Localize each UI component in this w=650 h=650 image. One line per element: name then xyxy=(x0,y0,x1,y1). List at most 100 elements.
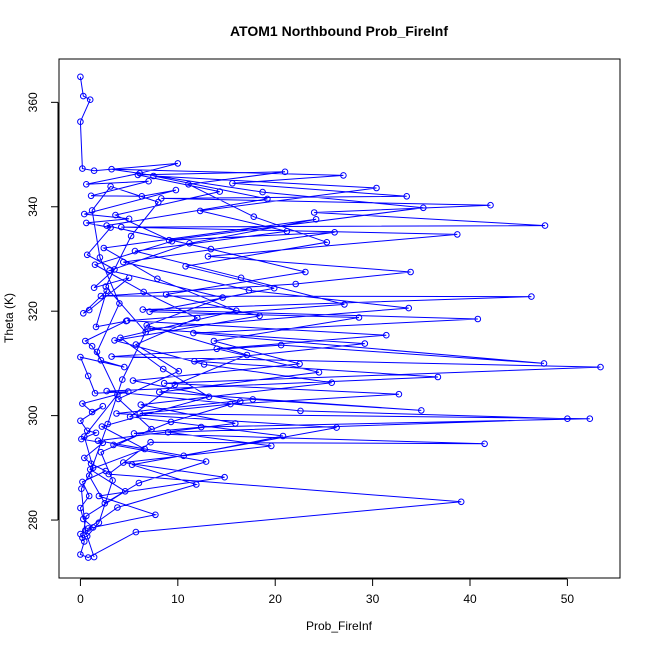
x-tick-label: 40 xyxy=(463,592,477,606)
data-point xyxy=(116,300,123,307)
data-point xyxy=(297,407,304,415)
data-point xyxy=(120,459,127,466)
data-point xyxy=(407,268,414,276)
data-point xyxy=(333,424,340,431)
data-point xyxy=(139,306,147,313)
data-point xyxy=(81,433,88,440)
data-point xyxy=(541,222,549,229)
data-point xyxy=(186,240,193,247)
data-point xyxy=(323,239,331,246)
y-tick-label: 360 xyxy=(26,92,40,112)
data-point xyxy=(107,224,114,231)
data-point xyxy=(81,454,88,462)
data-point xyxy=(126,413,134,421)
data-point xyxy=(89,464,97,472)
data-point xyxy=(434,373,442,381)
data-point xyxy=(154,275,161,283)
data-point xyxy=(474,315,482,323)
data-point xyxy=(91,261,99,269)
data-point xyxy=(106,267,113,274)
data-point xyxy=(155,198,162,206)
data-point xyxy=(270,284,278,292)
x-tick-label: 0 xyxy=(77,592,84,606)
data-point xyxy=(193,481,200,488)
data-point xyxy=(268,442,275,450)
data-point xyxy=(105,470,112,478)
data-point xyxy=(124,388,132,395)
data-point xyxy=(264,195,271,203)
data-point xyxy=(145,177,152,185)
data-point xyxy=(77,530,84,538)
data-point xyxy=(361,340,369,347)
data-point xyxy=(94,437,102,445)
data-point xyxy=(114,391,121,399)
data-point xyxy=(92,429,100,437)
data-point xyxy=(340,172,347,179)
data-point xyxy=(80,310,87,317)
data-point xyxy=(164,429,172,436)
data-point xyxy=(204,253,212,260)
data-point xyxy=(190,329,197,337)
data-point xyxy=(227,400,234,408)
data-point xyxy=(128,461,136,469)
data-point xyxy=(383,331,390,339)
data-point xyxy=(93,348,101,356)
data-point xyxy=(277,341,285,349)
data-point xyxy=(142,328,149,336)
data-point xyxy=(95,492,103,500)
data-point xyxy=(279,432,287,440)
data-point xyxy=(141,445,148,453)
data-point xyxy=(341,301,348,308)
data-point xyxy=(191,358,198,365)
data-point xyxy=(216,188,223,195)
data-point xyxy=(90,553,98,561)
data-point xyxy=(160,379,168,387)
x-axis: 0 10 20 30 40 50 xyxy=(77,578,575,606)
data-point xyxy=(78,485,85,493)
data-point xyxy=(147,438,154,446)
data-point xyxy=(162,291,170,298)
data-point xyxy=(283,228,291,235)
data-point xyxy=(245,287,253,294)
data-point xyxy=(481,440,488,448)
data-point xyxy=(171,381,179,389)
data-point xyxy=(123,317,131,324)
data-point xyxy=(88,207,96,214)
data-point xyxy=(83,512,90,520)
data-point xyxy=(96,254,104,261)
chart-title: ATOM1 Northbound Prob_FireInf xyxy=(230,23,448,39)
data-point xyxy=(83,427,91,435)
data-point xyxy=(108,353,115,360)
data-point xyxy=(109,477,116,484)
data-point xyxy=(79,478,86,486)
data-point xyxy=(84,372,92,380)
data-point xyxy=(83,219,90,227)
data-point xyxy=(175,367,183,375)
data-point xyxy=(597,363,604,371)
data-point xyxy=(90,284,98,292)
data-point xyxy=(125,215,133,223)
data-point xyxy=(82,337,89,345)
data-point xyxy=(99,402,107,410)
data-point xyxy=(77,504,84,512)
data-point xyxy=(102,283,110,290)
data-point xyxy=(138,193,146,200)
x-tick-label: 10 xyxy=(171,592,185,606)
data-point xyxy=(97,292,105,300)
data-point xyxy=(159,365,167,373)
data-point xyxy=(108,165,115,173)
data-point xyxy=(355,314,363,321)
data-point xyxy=(586,415,594,423)
data-point xyxy=(292,280,300,288)
data-point xyxy=(182,263,189,270)
x-tick-label: 50 xyxy=(561,592,575,606)
data-point xyxy=(296,360,303,368)
data-point xyxy=(328,379,336,387)
data-point xyxy=(111,337,118,344)
data-point xyxy=(83,532,91,540)
data-point xyxy=(77,353,84,361)
data-point xyxy=(310,209,318,216)
data-point xyxy=(146,308,153,316)
data-point xyxy=(172,186,180,194)
data-point xyxy=(86,96,94,103)
